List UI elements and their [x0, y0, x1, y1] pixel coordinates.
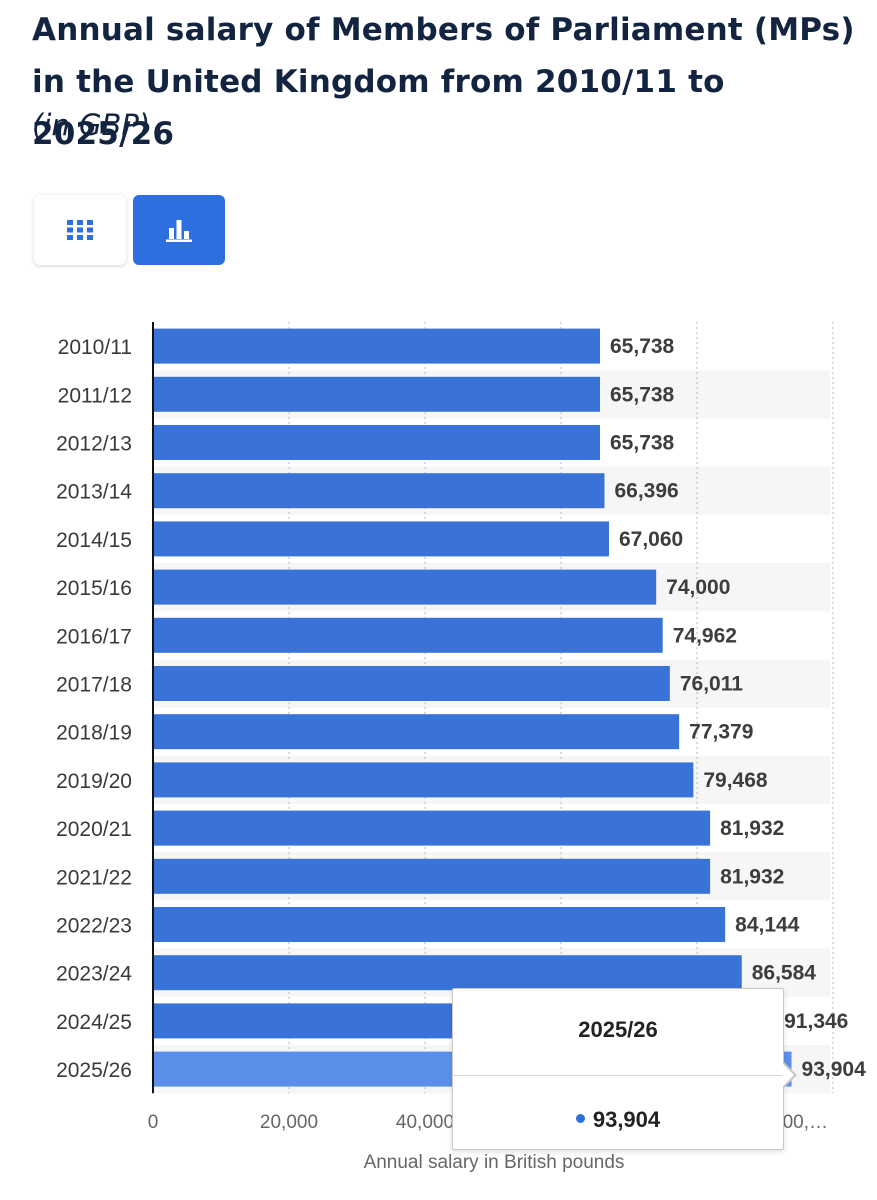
category-label: 2013/14 — [56, 481, 132, 504]
category-label: 2021/22 — [56, 866, 132, 889]
value-label: 81,932 — [720, 865, 784, 888]
bar — [153, 425, 600, 460]
grid-icon — [67, 220, 93, 240]
tooltip-value-row: 93,904 — [453, 1107, 783, 1133]
bar — [153, 521, 609, 557]
bar-chart-icon — [166, 220, 192, 242]
bar — [153, 666, 670, 701]
tooltip-divider — [453, 1075, 783, 1076]
category-label: 2020/21 — [56, 818, 132, 841]
bar — [153, 617, 663, 653]
bar — [153, 714, 680, 750]
value-label: 65,738 — [610, 383, 675, 406]
bar — [153, 376, 600, 412]
bar — [153, 762, 694, 798]
value-label: 84,144 — [735, 914, 800, 937]
category-label: 2017/18 — [56, 674, 132, 697]
value-label: 66,396 — [614, 480, 678, 503]
category-label: 2024/25 — [56, 1011, 132, 1034]
value-label: 81,932 — [720, 817, 784, 840]
value-label: 65,738 — [610, 432, 675, 455]
x-tick-label: 0 — [148, 1112, 159, 1133]
value-label: 91,346 — [784, 1010, 848, 1033]
bar — [153, 810, 711, 846]
bar — [153, 955, 742, 991]
tooltip-pointer — [782, 1061, 797, 1089]
value-label: 93,904 — [802, 1058, 867, 1081]
category-label: 2025/26 — [56, 1059, 132, 1082]
value-label: 67,060 — [619, 528, 683, 551]
category-label: 2018/19 — [56, 722, 132, 745]
value-label: 86,584 — [752, 962, 817, 985]
category-label: 2011/12 — [58, 384, 132, 407]
bar — [153, 858, 711, 894]
series-dot-icon — [575, 1114, 585, 1123]
value-label: 65,738 — [610, 335, 675, 358]
category-label: 2010/11 — [58, 336, 132, 359]
chart-subtitle: (in GBP) — [32, 108, 151, 142]
category-label: 2012/13 — [56, 433, 132, 456]
category-label: 2022/23 — [56, 915, 132, 938]
chart-title: Annual salary of Members of Parliament (… — [32, 12, 855, 152]
x-tick-label: 40,000 — [396, 1112, 454, 1133]
x-tick-label: 100,… — [772, 1112, 828, 1133]
table-view-button[interactable] — [34, 195, 126, 265]
bar — [153, 907, 726, 942]
value-label: 74,000 — [666, 576, 730, 599]
value-label: 77,379 — [689, 721, 753, 744]
chart-view-button[interactable] — [133, 195, 225, 265]
tooltip-category: 2025/26 — [578, 1017, 658, 1042]
category-label: 2023/24 — [56, 963, 132, 986]
category-label: 2016/17 — [56, 625, 132, 648]
category-label: 2015/16 — [56, 577, 132, 600]
value-label: 74,962 — [673, 624, 737, 647]
value-label: 79,468 — [703, 769, 768, 792]
category-label: 2019/20 — [56, 770, 132, 793]
tooltip-value: 93,904 — [592, 1107, 661, 1132]
value-label: 76,011 — [680, 673, 743, 696]
bar — [153, 328, 600, 364]
category-label: 2014/15 — [56, 529, 132, 552]
bar — [153, 473, 605, 509]
x-axis-label: Annual salary in British pounds — [364, 1152, 625, 1173]
x-tick-label: 20,000 — [260, 1112, 318, 1133]
tooltip: 2025/26 93,904 — [452, 988, 797, 1150]
bar — [153, 569, 657, 605]
